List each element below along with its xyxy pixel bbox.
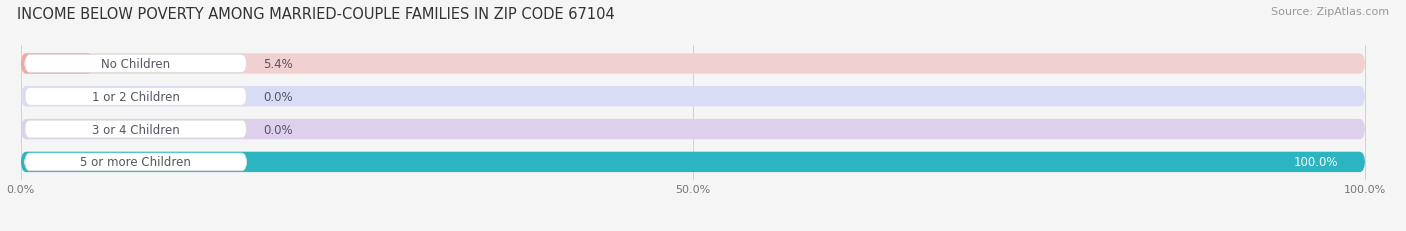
FancyBboxPatch shape: [21, 119, 1365, 140]
FancyBboxPatch shape: [25, 88, 246, 106]
FancyBboxPatch shape: [21, 54, 1365, 74]
FancyBboxPatch shape: [21, 87, 1365, 107]
FancyBboxPatch shape: [21, 152, 1365, 172]
FancyBboxPatch shape: [25, 153, 246, 171]
Text: No Children: No Children: [101, 58, 170, 71]
Text: INCOME BELOW POVERTY AMONG MARRIED-COUPLE FAMILIES IN ZIP CODE 67104: INCOME BELOW POVERTY AMONG MARRIED-COUPL…: [17, 7, 614, 22]
Text: 0.0%: 0.0%: [263, 90, 292, 103]
FancyBboxPatch shape: [25, 55, 246, 73]
FancyBboxPatch shape: [21, 54, 93, 74]
Text: 100.0%: 100.0%: [1294, 156, 1339, 169]
Text: 5.4%: 5.4%: [263, 58, 292, 71]
Text: 5 or more Children: 5 or more Children: [80, 156, 191, 169]
FancyBboxPatch shape: [21, 152, 1365, 172]
FancyBboxPatch shape: [25, 121, 246, 138]
Text: 3 or 4 Children: 3 or 4 Children: [91, 123, 180, 136]
Text: Source: ZipAtlas.com: Source: ZipAtlas.com: [1271, 7, 1389, 17]
Text: 1 or 2 Children: 1 or 2 Children: [91, 90, 180, 103]
Text: 0.0%: 0.0%: [263, 123, 292, 136]
